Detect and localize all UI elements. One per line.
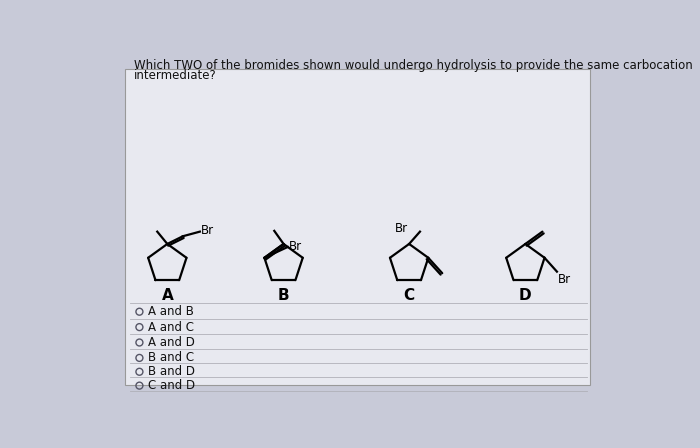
Text: B and C: B and C: [148, 351, 194, 364]
Text: B: B: [278, 288, 289, 303]
FancyBboxPatch shape: [125, 69, 589, 385]
Text: A and D: A and D: [148, 336, 195, 349]
Text: A and B: A and B: [148, 305, 194, 318]
Text: D: D: [519, 288, 532, 303]
Text: Which TWO of the bromides shown would undergo hydrolysis to provide the same car: Which TWO of the bromides shown would un…: [134, 59, 693, 72]
Text: Br: Br: [201, 224, 214, 237]
Text: C: C: [404, 288, 414, 303]
Text: intermediate?: intermediate?: [134, 69, 217, 82]
Text: C and D: C and D: [148, 379, 195, 392]
Text: Br: Br: [395, 222, 407, 235]
Text: Br: Br: [558, 273, 570, 286]
Text: B and D: B and D: [148, 365, 195, 378]
Text: A: A: [162, 288, 173, 303]
Text: Br: Br: [288, 240, 302, 253]
Text: A and C: A and C: [148, 321, 194, 334]
